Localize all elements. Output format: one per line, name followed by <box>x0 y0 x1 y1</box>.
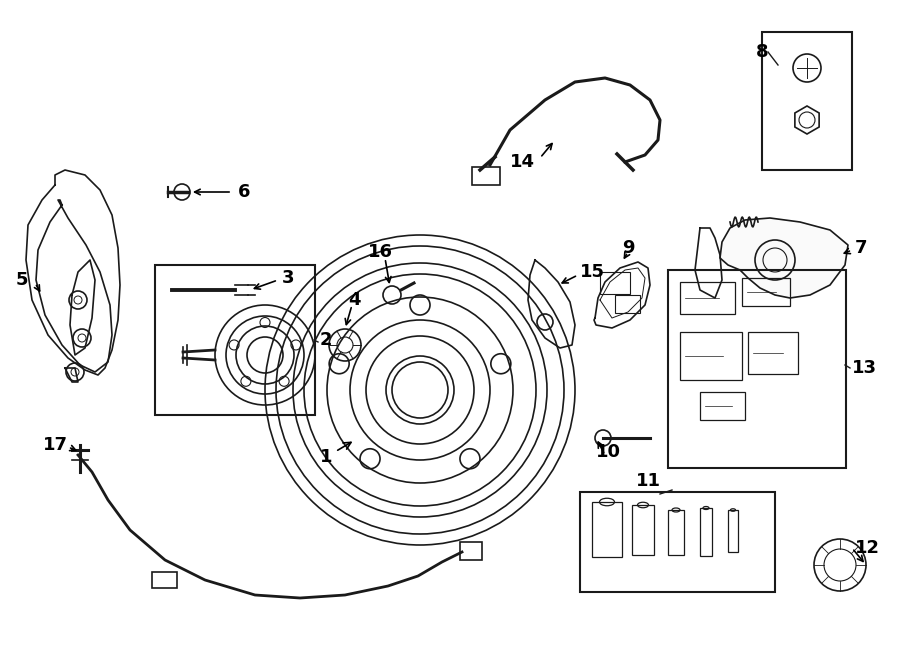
Text: 16: 16 <box>367 243 392 261</box>
Text: 12: 12 <box>855 539 880 557</box>
Text: 3: 3 <box>282 269 294 287</box>
Bar <box>460 542 482 560</box>
Text: 4: 4 <box>348 291 361 309</box>
Bar <box>632 505 654 555</box>
Bar <box>680 282 735 314</box>
Bar <box>700 508 712 556</box>
Text: 17: 17 <box>42 436 68 454</box>
Text: 9: 9 <box>622 239 634 257</box>
Text: 5: 5 <box>16 271 28 289</box>
Bar <box>472 167 500 185</box>
Bar <box>762 32 852 170</box>
Text: 15: 15 <box>580 263 605 281</box>
Text: 7: 7 <box>855 239 868 257</box>
Bar <box>152 572 177 588</box>
Bar <box>742 278 790 306</box>
Bar <box>580 492 775 592</box>
Bar <box>728 510 738 552</box>
Bar <box>668 510 684 555</box>
Text: 11: 11 <box>635 472 661 490</box>
Text: 13: 13 <box>852 359 877 377</box>
Text: 6: 6 <box>238 183 250 201</box>
Bar <box>748 332 798 374</box>
Text: 2: 2 <box>320 331 332 349</box>
Text: 14: 14 <box>509 153 535 171</box>
Bar <box>600 272 630 294</box>
Bar <box>615 295 640 313</box>
Bar <box>668 270 846 468</box>
Bar <box>700 392 745 420</box>
Text: 8: 8 <box>756 43 769 61</box>
Text: 10: 10 <box>596 443 620 461</box>
Bar <box>680 332 742 380</box>
Bar <box>592 502 622 557</box>
Bar <box>155 265 315 415</box>
Text: 1: 1 <box>320 442 351 466</box>
